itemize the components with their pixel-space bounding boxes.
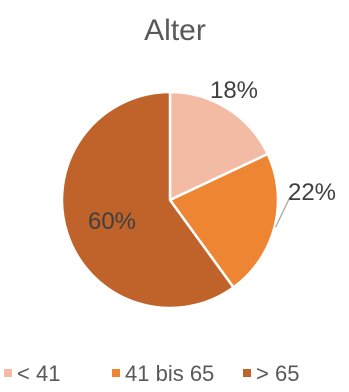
legend-item-3: > 65	[243, 361, 299, 386]
data-label-1: 18%	[210, 77, 258, 104]
legend-swatch	[243, 369, 251, 377]
leader-line	[275, 196, 291, 228]
pie-slice-2	[168, 152, 280, 289]
data-label-2: 22%	[288, 179, 336, 206]
pie-slice-3	[60, 90, 235, 310]
legend-swatch	[4, 369, 12, 377]
pie-slice-1	[168, 90, 269, 202]
legend-item-1: < 41	[4, 361, 60, 386]
chart-title: Alter	[144, 14, 206, 47]
legend-label: < 41	[17, 361, 60, 386]
legend-swatch	[112, 369, 120, 377]
legend-label: 41 bis 65	[125, 361, 214, 386]
legend: < 41 41 bis 65 > 65	[4, 361, 299, 386]
pie-slices	[60, 90, 280, 310]
data-label-3: 60%	[88, 208, 136, 235]
data-labels: 18% 22% 60%	[88, 77, 336, 235]
legend-item-2: 41 bis 65	[112, 361, 214, 386]
legend-label: > 65	[256, 361, 299, 386]
